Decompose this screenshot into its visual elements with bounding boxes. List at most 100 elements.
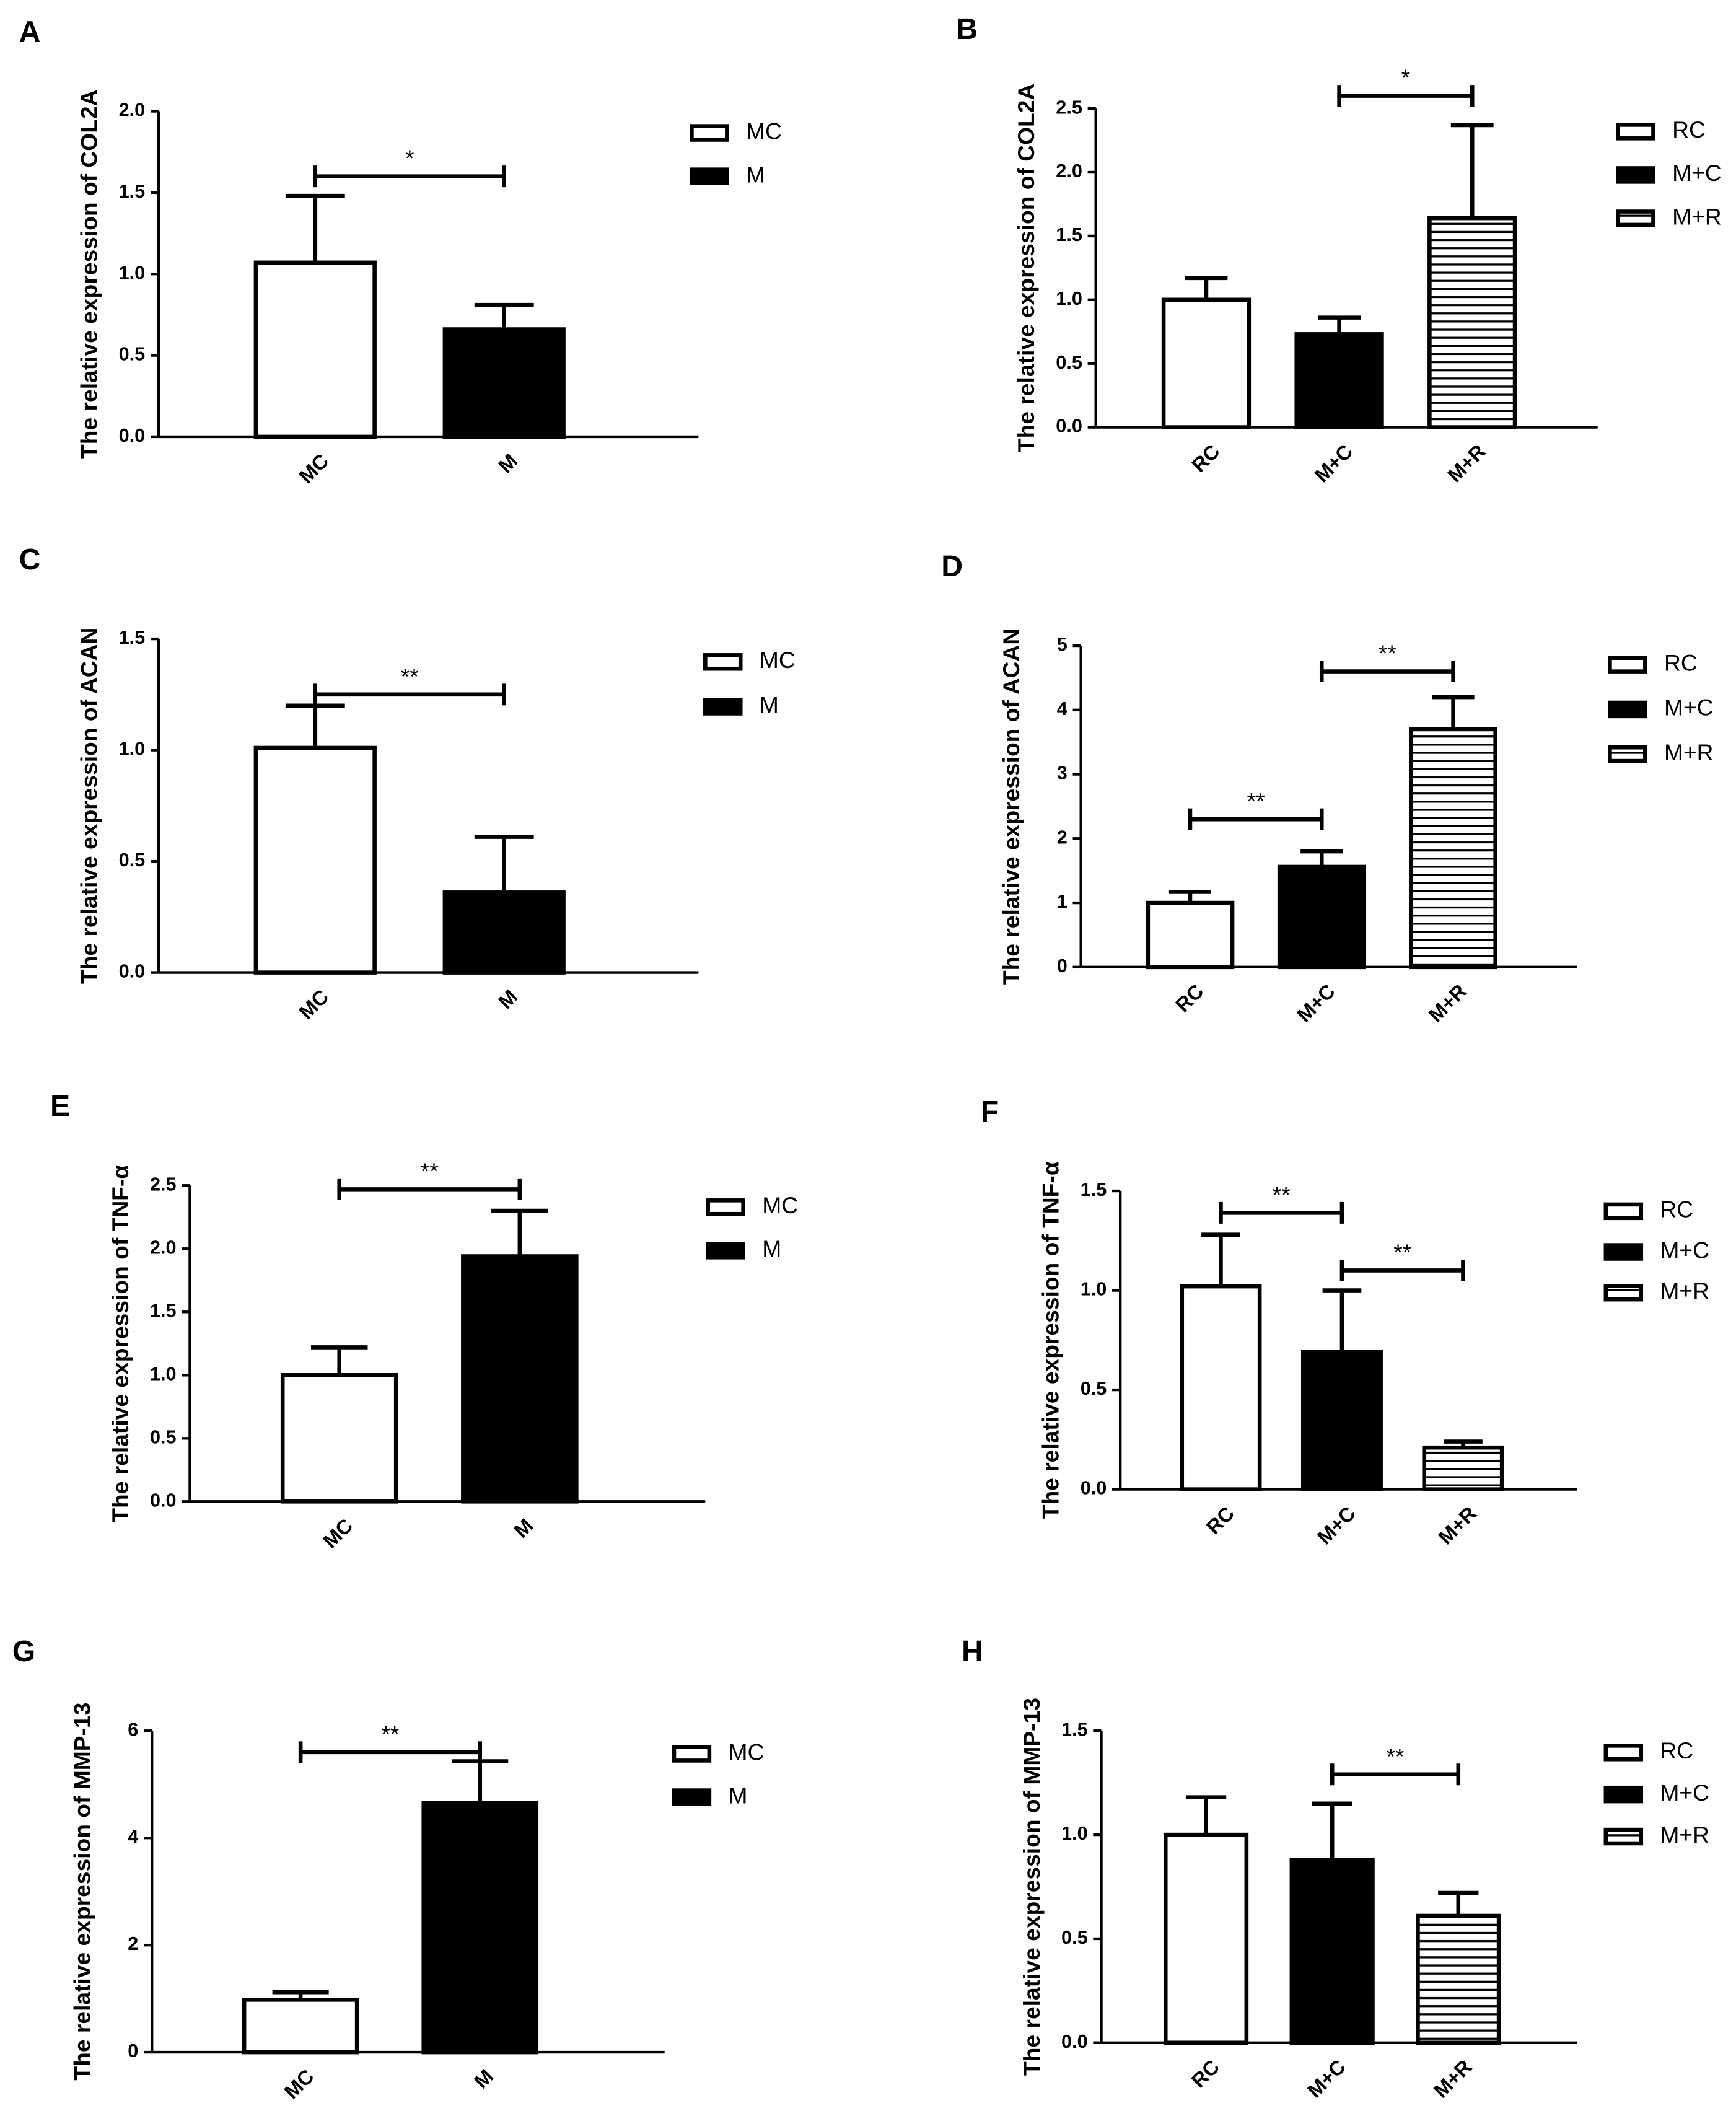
y-tick-label: 1.0 <box>1061 1823 1088 1844</box>
x-tick-label: M+C <box>1313 1502 1360 1549</box>
y-tick-label: 0.5 <box>119 849 146 871</box>
y-axis-label: The relative expression of MMP-13 <box>1019 1698 1045 2076</box>
legend-label: M+C <box>1672 160 1722 186</box>
y-axis-label: The relative expression of COL2A <box>1013 84 1039 452</box>
legend-swatch <box>1608 700 1647 719</box>
legend-label: RC <box>1660 1196 1693 1223</box>
y-tick-label: 0.0 <box>1056 416 1082 437</box>
significance-label: ** <box>421 1158 439 1184</box>
bar <box>421 1801 539 2055</box>
x-tick-label: M+C <box>1310 440 1357 487</box>
y-axis-label: The relative expression of TNF-α <box>107 1165 133 1522</box>
legend-label: MC <box>746 118 782 144</box>
legend-label: M+R <box>1664 739 1714 765</box>
legend-swatch <box>1608 656 1647 674</box>
significance-label: ** <box>401 663 419 689</box>
y-tick-label: 1.5 <box>119 627 146 648</box>
bar <box>253 260 377 439</box>
y-tick-label: 1.5 <box>1061 1719 1088 1740</box>
legend-swatch <box>1616 209 1655 227</box>
bar <box>253 745 377 975</box>
panel-label: C <box>19 543 41 576</box>
y-tick-label: 1.5 <box>150 1300 177 1321</box>
legend-label: M+C <box>1664 695 1714 721</box>
legend-swatch <box>672 1788 712 1806</box>
y-tick-label: 0.5 <box>150 1426 177 1447</box>
y-tick-label: 1.0 <box>119 739 146 760</box>
bar <box>461 1254 579 1504</box>
x-tick-label: RC <box>1186 2055 1224 2092</box>
panel-label: A <box>19 15 41 48</box>
bar <box>442 327 566 439</box>
x-tick-label: RC <box>1171 980 1208 1017</box>
legend-swatch <box>706 1242 745 1260</box>
x-tick-label: M+R <box>1434 1501 1481 1548</box>
bar <box>1416 1913 1501 2045</box>
panel-label: H <box>962 1635 983 1668</box>
legend-swatch <box>690 124 729 142</box>
y-tick-label: 5 <box>1057 634 1067 655</box>
panel-label: B <box>956 12 978 46</box>
legend-label: M+R <box>1660 1822 1709 1848</box>
y-tick-label: 2.5 <box>1056 97 1082 118</box>
legend-swatch <box>1603 1243 1644 1261</box>
legend-label: MC <box>760 647 796 673</box>
panel-label: E <box>50 1089 70 1123</box>
y-tick-label: 0.0 <box>119 425 146 446</box>
y-tick-label: 1.0 <box>119 262 146 283</box>
x-tick-label: MC <box>294 449 333 488</box>
y-axis-label: The relative expression of MMP-13 <box>69 1703 95 2081</box>
significance-label: ** <box>1393 1239 1411 1265</box>
bar <box>242 1998 359 2055</box>
significance-label: * <box>405 145 414 171</box>
legend-swatch <box>690 167 729 185</box>
legend-swatch <box>1616 123 1655 141</box>
x-tick-label: M+R <box>1424 980 1471 1027</box>
legend-label: RC <box>1660 1737 1693 1763</box>
legend-swatch <box>703 698 743 716</box>
x-tick-label: M+C <box>1292 980 1339 1027</box>
significance-label: ** <box>381 1721 399 1747</box>
legend-label: M <box>762 1236 781 1262</box>
y-tick-label: 0.0 <box>1061 2031 1088 2052</box>
x-tick-label: M <box>509 1514 538 1542</box>
legend-label: M+C <box>1660 1780 1709 1806</box>
y-tick-label: 2 <box>1057 827 1067 848</box>
y-tick-label: 1.0 <box>1056 288 1082 309</box>
legend-swatch <box>706 1198 745 1216</box>
bar <box>442 890 566 975</box>
y-axis-label: The relative expression of ACAN <box>76 628 102 984</box>
y-tick-label: 2.0 <box>1056 160 1082 182</box>
y-tick-label: 0.0 <box>1081 1478 1107 1499</box>
x-tick-label: RC <box>1201 1502 1238 1539</box>
y-tick-label: 0.5 <box>1056 352 1082 373</box>
significance-label: ** <box>1247 788 1265 814</box>
legend-label: M <box>760 691 779 718</box>
bar <box>1163 1832 1249 2045</box>
y-tick-label: 2 <box>128 1933 138 1954</box>
significance-label: * <box>1401 64 1410 90</box>
y-tick-label: 1.0 <box>150 1363 177 1384</box>
panel-label: D <box>941 550 963 583</box>
legend-swatch <box>1603 1283 1644 1302</box>
legend-swatch <box>672 1745 712 1763</box>
legend-swatch <box>1616 166 1655 184</box>
y-tick-label: 1.5 <box>119 181 146 202</box>
legend-swatch <box>1603 1785 1644 1804</box>
legend-label: MC <box>729 1739 765 1765</box>
legend-swatch <box>1608 745 1647 763</box>
legend-label: M <box>729 1782 748 1808</box>
y-tick-label: 0 <box>128 2040 138 2061</box>
y-tick-label: 4 <box>1057 698 1067 719</box>
bar <box>1294 332 1384 429</box>
y-tick-label: 1.5 <box>1081 1179 1107 1200</box>
legend-label: MC <box>762 1192 798 1218</box>
y-tick-label: 0.0 <box>150 1490 177 1511</box>
y-tick-label: 6 <box>128 1719 138 1740</box>
bar <box>1289 1858 1375 2045</box>
legend-label: M+R <box>1660 1278 1709 1304</box>
legend-swatch <box>703 653 743 671</box>
legend-swatch <box>1603 1827 1644 1846</box>
